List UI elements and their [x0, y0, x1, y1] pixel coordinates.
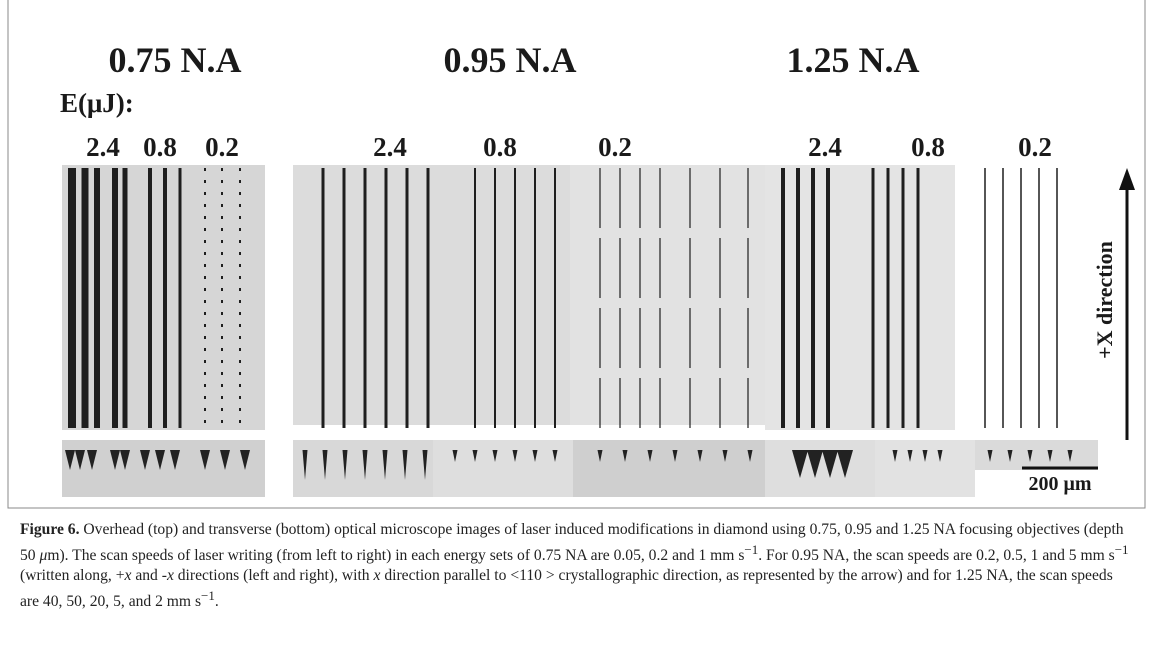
frame: [7, 0, 1146, 509]
cross-section: [1067, 450, 1073, 462]
cross-section: [647, 450, 653, 462]
micrograph: [433, 440, 573, 497]
caption-italic: μ: [39, 547, 48, 565]
cross-section: [155, 450, 165, 470]
energy: 0.2: [205, 132, 239, 162]
caption-text: . For 0.95 NA, the scan speeds are 0.2, …: [758, 547, 1115, 565]
cross-section: [907, 450, 913, 462]
micrograph: [975, 440, 1098, 470]
cross-section: [302, 450, 308, 480]
panel-title: 0.75 N.A: [109, 40, 242, 80]
caption-sup: −1: [201, 588, 215, 604]
cross-section: [512, 450, 518, 462]
cross-section: [120, 450, 130, 470]
cross-section: [472, 450, 478, 462]
energy: 2.4: [86, 132, 120, 162]
cross-section: [552, 450, 558, 462]
micrographs: [62, 165, 1098, 497]
cross-section: [697, 450, 703, 462]
cross-section: [170, 450, 180, 470]
cross-section: [492, 450, 498, 462]
caption-sup: −1: [1114, 542, 1129, 557]
cross-section: [597, 450, 603, 462]
cross-section: [342, 450, 348, 480]
energy: 0.8: [143, 132, 177, 162]
cross-section: [75, 450, 85, 470]
caption-text: m). The scan speeds of laser writing (fr…: [47, 547, 745, 565]
cross-section: [322, 450, 328, 480]
energy: 0.2: [598, 132, 632, 162]
caption-text: (written along, +: [20, 567, 125, 585]
cross-section: [220, 450, 230, 470]
cross-section: [837, 450, 853, 478]
micrograph: [570, 165, 765, 425]
cross-section: [892, 450, 898, 462]
cross-section: [672, 450, 678, 462]
micrograph: [293, 440, 433, 497]
cross-section: [1007, 450, 1013, 462]
cross-section: [110, 450, 120, 470]
micrograph: [573, 440, 765, 497]
cross-section: [65, 450, 75, 470]
energy: 2.4: [808, 132, 842, 162]
arrow-head: [1119, 168, 1135, 190]
cross-section: [822, 450, 838, 478]
caption-text: and -: [131, 567, 167, 585]
cross-section: [362, 450, 368, 480]
panel-title: 1.25 N.A: [787, 40, 920, 80]
cross-section: [240, 450, 250, 470]
caption-italic: x: [166, 567, 174, 585]
caption-label: Figure 6.: [20, 521, 80, 538]
cross-section: [987, 450, 993, 462]
energy: 0.8: [911, 132, 945, 162]
cross-section: [532, 450, 538, 462]
caption-text: directions (left and right), with: [173, 567, 374, 585]
cross-section: [747, 450, 753, 462]
cross-section: [452, 450, 458, 462]
caption: Figure 6. Overhead (top) and transverse …: [20, 520, 1135, 612]
cross-section: [422, 450, 428, 480]
cross-section: [382, 450, 388, 480]
cross-section: [87, 450, 97, 470]
micrograph: [765, 165, 955, 430]
caption-italic: x: [124, 567, 132, 585]
figure: 0.75 N.A 0.95 N.A 1.25 N.A E(μJ): 2.4 0.…: [7, 0, 1146, 509]
direction-label: +X direction: [1092, 241, 1117, 359]
cross-section: [402, 450, 408, 480]
micrograph: [765, 440, 875, 497]
caption-text: Overhead (top) and transverse (bottom) o…: [20, 521, 1124, 565]
cross-section: [807, 450, 823, 478]
caption-text: .: [214, 593, 219, 611]
micrograph: [62, 440, 265, 497]
cross-section: [1027, 450, 1033, 462]
cross-section: [922, 450, 928, 462]
energy: 2.4: [373, 132, 407, 162]
cross-section: [937, 450, 943, 462]
micrograph: [293, 165, 570, 425]
caption-text: direction parallel to <110 > crystallogr…: [20, 567, 1113, 611]
caption-sup: −1: [744, 542, 759, 557]
micrograph: [875, 440, 975, 497]
panel-title: 0.95 N.A: [444, 40, 577, 80]
scale-label: 200 μm: [1029, 473, 1092, 495]
cross-section: [140, 450, 150, 470]
cross-section: [722, 450, 728, 462]
energy: 0.2: [1018, 132, 1052, 162]
cross-section: [1047, 450, 1053, 462]
caption-italic: x: [373, 567, 381, 585]
energy-label: E(μJ):: [60, 88, 134, 118]
cross-section: [200, 450, 210, 470]
energy: 0.8: [483, 132, 517, 162]
cross-section: [792, 450, 808, 478]
cross-section: [622, 450, 628, 462]
